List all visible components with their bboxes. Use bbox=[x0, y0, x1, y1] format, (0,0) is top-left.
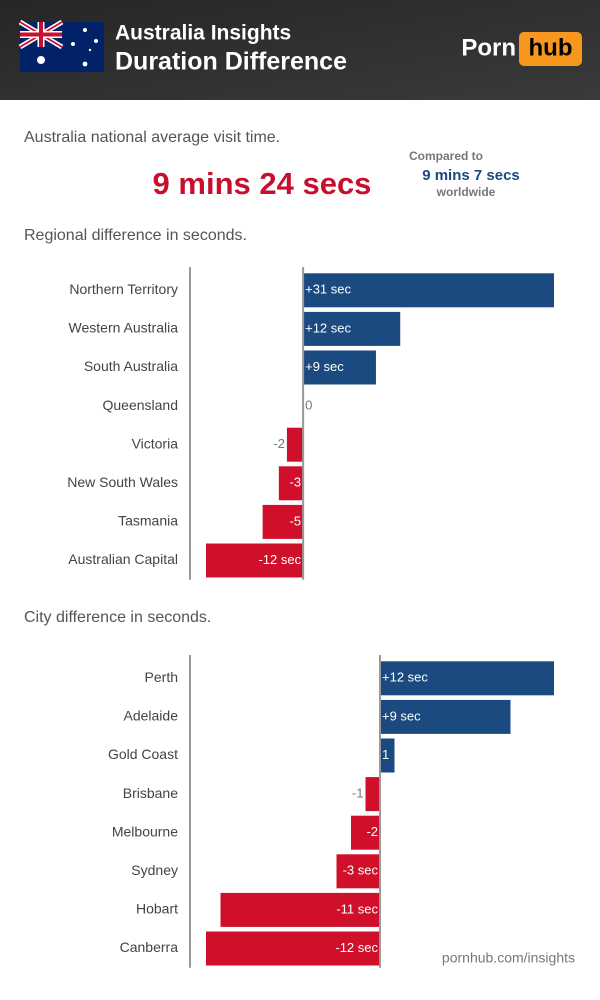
logo-text: Porn bbox=[461, 34, 516, 61]
category-label: Australian Capital bbox=[68, 551, 178, 567]
value-label: -11 sec bbox=[336, 901, 378, 916]
value-label: -3 sec bbox=[343, 863, 379, 878]
compare-value: 9 mins 7 secs bbox=[422, 167, 520, 184]
flag bbox=[18, 19, 104, 72]
bar bbox=[351, 815, 380, 850]
category-label: Sydney bbox=[131, 862, 178, 878]
value-label: +31 sec bbox=[305, 282, 351, 297]
value-label: -3 bbox=[290, 475, 302, 490]
value-label: 0 bbox=[305, 398, 312, 413]
footer: pornhub.com/insights bbox=[442, 950, 575, 966]
compare-label: Compared to bbox=[409, 149, 483, 163]
bar bbox=[380, 738, 395, 773]
value-label: -2 bbox=[273, 436, 285, 451]
value-label: -12 sec bbox=[335, 940, 378, 955]
category-label: New South Wales bbox=[67, 474, 178, 490]
header-title: Australia Insights bbox=[115, 22, 291, 45]
value-label: +9 sec bbox=[305, 359, 344, 374]
bar bbox=[286, 427, 304, 462]
category-label: Gold Coast bbox=[108, 746, 178, 762]
bar bbox=[303, 273, 554, 308]
category-label: Hobart bbox=[136, 901, 178, 917]
category-label: Perth bbox=[145, 669, 178, 685]
category-label: Adelaide bbox=[124, 708, 179, 724]
value-label: -12 sec bbox=[258, 552, 301, 567]
header-subtitle: Duration Difference bbox=[115, 48, 347, 76]
bar bbox=[262, 504, 304, 539]
category-label: Brisbane bbox=[123, 785, 178, 801]
value-label: -2 bbox=[366, 824, 378, 839]
average-value: 9 mins 24 secs bbox=[153, 166, 372, 201]
category-label: Tasmania bbox=[118, 513, 178, 529]
category-label: Canberra bbox=[120, 939, 179, 955]
bar bbox=[380, 661, 554, 696]
value-label: -5 bbox=[290, 513, 302, 528]
category-label: South Australia bbox=[84, 358, 178, 374]
intro-label: Australia national average visit time. bbox=[24, 129, 280, 146]
category-label: Victoria bbox=[132, 435, 179, 451]
bar bbox=[206, 543, 304, 578]
bar bbox=[206, 931, 380, 966]
category-label: Western Australia bbox=[69, 320, 179, 336]
value-label: +12 sec bbox=[382, 670, 428, 685]
logo-badge-text: hub bbox=[529, 34, 573, 61]
logo-badge bbox=[519, 32, 582, 66]
bar bbox=[365, 777, 380, 812]
compare-note: worldwide bbox=[436, 185, 496, 199]
chart-title: Regional difference in seconds. bbox=[24, 227, 247, 244]
bar bbox=[278, 466, 304, 501]
category-label: Melbourne bbox=[112, 823, 178, 839]
value-label: +12 sec bbox=[305, 320, 351, 335]
category-label: Queensland bbox=[102, 397, 178, 413]
category-label: Northern Territory bbox=[69, 281, 178, 297]
value-label: -1 bbox=[352, 786, 364, 801]
bar bbox=[303, 350, 376, 385]
bar bbox=[380, 699, 511, 734]
bar bbox=[220, 892, 380, 927]
bar bbox=[336, 854, 380, 889]
value-label: 1 bbox=[382, 747, 389, 762]
value-label: +9 sec bbox=[382, 708, 421, 723]
chart-title: City difference in seconds. bbox=[24, 609, 211, 626]
bar bbox=[303, 311, 401, 346]
